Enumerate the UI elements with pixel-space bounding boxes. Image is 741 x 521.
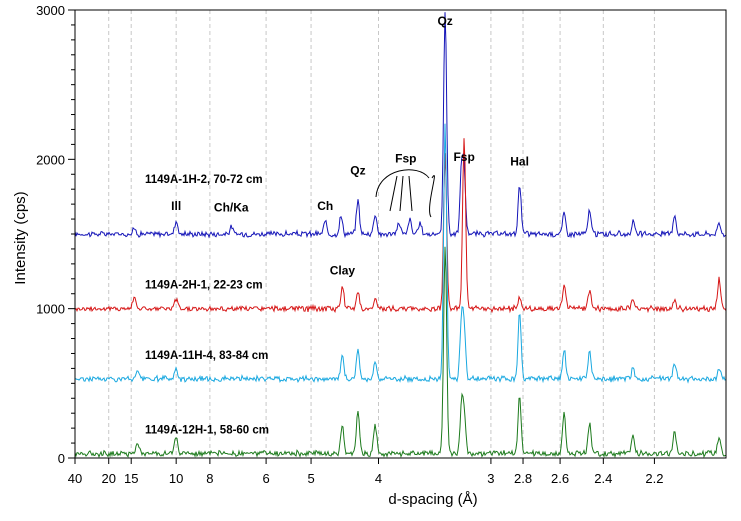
x-tick-label: 6 xyxy=(262,471,269,486)
y-tick-label: 2000 xyxy=(36,152,65,167)
x-tick-label: 2.4 xyxy=(594,471,612,486)
x-tick-label: 20 xyxy=(101,471,115,486)
series-line xyxy=(74,138,727,314)
peak-annotation: Hal xyxy=(510,154,529,168)
fsp-pointer-1 xyxy=(389,175,398,212)
y-tick-label: 1000 xyxy=(36,302,65,317)
peak-annotation: Qz xyxy=(350,163,365,177)
series-line xyxy=(74,246,726,459)
x-axis-ticks: 40 20 15 10 8 6 5 4 3 2.8 2.6 2.4 2.2 xyxy=(68,458,663,486)
series-line xyxy=(74,123,727,384)
series-line xyxy=(74,12,727,239)
y-axis-ticks: 0 1000 2000 3000 xyxy=(36,3,75,466)
peak-annotation: Ch/Ka xyxy=(214,201,249,215)
fsp-bracket xyxy=(375,169,435,218)
series-label: 1149A-12H-1, 58-60 cm xyxy=(145,425,269,437)
fsp-pointer-2 xyxy=(399,175,404,212)
series-label: 1149A-11H-4, 83-84 cm xyxy=(145,350,268,362)
y-tick-label: 3000 xyxy=(36,3,65,18)
x-axis-title: d-spacing (Å) xyxy=(388,491,477,508)
x-tick-label: 5 xyxy=(307,471,314,486)
x-tick-label: 15 xyxy=(124,471,138,486)
x-tick-label: 8 xyxy=(206,471,213,486)
x-tick-label: 3 xyxy=(487,471,494,486)
series-group xyxy=(74,12,727,459)
x-tick-label: 2.6 xyxy=(551,471,569,486)
series-labels: 1149A-1H-2, 70-72 cm 1149A-2H-1, 22-23 cm… xyxy=(145,174,269,437)
y-tick-label: 0 xyxy=(58,451,65,466)
y-axis-title: Intensity (cps) xyxy=(12,191,29,284)
series-label: 1149A-2H-1, 22-23 cm xyxy=(145,280,263,292)
gridlines xyxy=(74,10,655,458)
annotations: Qz Fsp Fsp Qz Hal Ch Ch/Ka Ill Clay xyxy=(171,14,529,277)
peak-annotation: Ch xyxy=(317,199,333,213)
x-tick-label: 4 xyxy=(375,471,382,486)
peak-annotation: Fsp xyxy=(395,151,416,165)
peak-annotation: Qz xyxy=(437,14,452,28)
x-tick-label: 2.2 xyxy=(645,471,663,486)
peak-annotation: Clay xyxy=(330,263,356,277)
series-label: 1149A-1H-2, 70-72 cm xyxy=(145,174,263,186)
x-tick-label: 10 xyxy=(169,471,183,486)
peak-annotation: Ill xyxy=(171,199,181,213)
peak-annotation: Fsp xyxy=(453,150,474,164)
x-tick-label: 40 xyxy=(68,471,82,486)
fsp-pointer-3 xyxy=(408,175,413,212)
x-tick-label: 2.8 xyxy=(514,471,532,486)
